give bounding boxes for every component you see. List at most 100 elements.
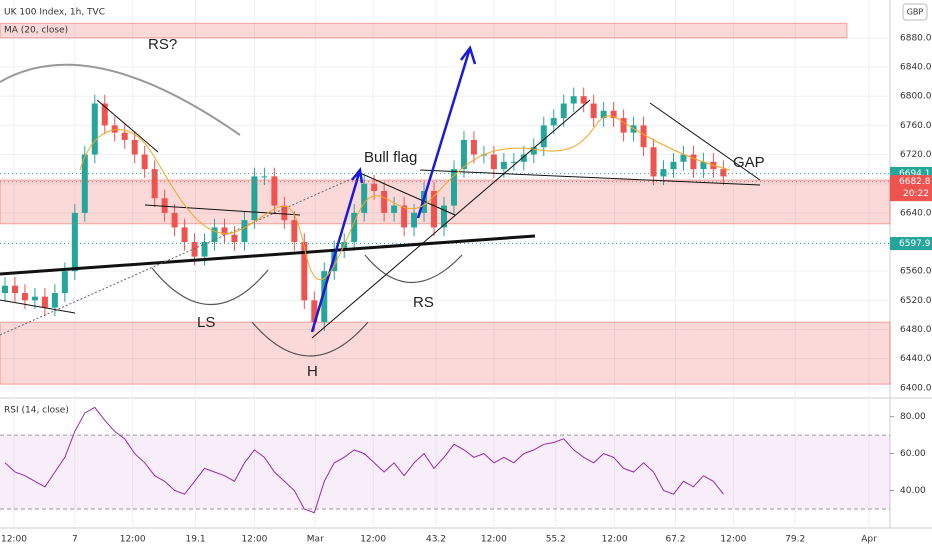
candle-body bbox=[351, 212, 358, 243]
indicator-label: MA (20, close) bbox=[4, 26, 68, 36]
trend-line bbox=[419, 169, 761, 186]
price-tag-label: 6694.1 bbox=[899, 169, 931, 179]
countdown: 20:22 bbox=[903, 189, 929, 199]
candle-body bbox=[580, 96, 587, 104]
candle-body bbox=[670, 161, 677, 170]
candle-body bbox=[720, 169, 727, 177]
candle-body bbox=[650, 147, 657, 177]
candle-body bbox=[560, 103, 567, 119]
candle-body bbox=[401, 205, 408, 228]
x-tick-label: 12:00 bbox=[481, 535, 507, 545]
candle-body bbox=[41, 296, 48, 308]
zone bbox=[0, 22, 848, 39]
currency: GBP bbox=[907, 8, 924, 17]
y-tick-label: 80.00 bbox=[900, 412, 926, 422]
y-tick-label: 6400.00 bbox=[900, 383, 932, 393]
trend-line bbox=[649, 102, 761, 181]
candle-body bbox=[590, 103, 597, 119]
candle-body bbox=[570, 96, 577, 104]
arrow-head bbox=[351, 166, 364, 184]
x-tick-label: 7 bbox=[72, 535, 78, 545]
candle-body bbox=[530, 147, 537, 155]
arc bbox=[151, 267, 269, 305]
rsi-band bbox=[0, 435, 890, 509]
candle-body bbox=[1, 285, 8, 294]
currency-box[interactable] bbox=[902, 3, 928, 21]
candle-body bbox=[101, 103, 108, 126]
price-tag bbox=[890, 175, 932, 202]
y-tick-label: 6440.00 bbox=[900, 354, 932, 364]
annotation: RS bbox=[413, 294, 434, 311]
arc bbox=[251, 321, 369, 357]
drawings bbox=[0, 45, 761, 357]
candle-body bbox=[700, 161, 707, 170]
annotation: H bbox=[307, 363, 318, 380]
candle-body bbox=[191, 242, 198, 257]
x-tick-label: 19.1 bbox=[186, 535, 206, 545]
candle-body bbox=[61, 271, 68, 294]
candle-body bbox=[151, 169, 158, 199]
candle-body bbox=[500, 161, 507, 170]
flag-line bbox=[144, 204, 301, 216]
candle-body bbox=[241, 220, 248, 243]
candle-body bbox=[441, 205, 448, 228]
plot bbox=[0, 0, 894, 528]
x-tick-label: 67.2 bbox=[665, 535, 685, 545]
rsi-line bbox=[4, 406, 724, 514]
candle-body bbox=[71, 212, 78, 272]
trend-line bbox=[311, 99, 591, 339]
candle-body bbox=[311, 300, 318, 323]
y-tick-label: 6760.00 bbox=[900, 121, 932, 131]
candle-body bbox=[680, 154, 687, 162]
candle-body bbox=[450, 169, 457, 206]
annotation: GAP bbox=[733, 154, 765, 171]
candle-body bbox=[361, 183, 368, 213]
x-tick-label: 12:00 bbox=[1, 535, 27, 545]
rsi-title: RSI (14, close) bbox=[4, 406, 69, 416]
annotation: RS? bbox=[148, 36, 177, 53]
x-tick-label: 79.2 bbox=[785, 535, 805, 545]
candle-body bbox=[91, 103, 98, 155]
candle-body bbox=[231, 234, 238, 243]
candle-body bbox=[690, 154, 697, 170]
candle-body bbox=[161, 198, 168, 213]
x-tick-label: 12:00 bbox=[602, 535, 628, 545]
candle-body bbox=[301, 242, 308, 301]
y-tick-label: 6480.00 bbox=[900, 325, 932, 335]
y-tick-label: 6640.00 bbox=[900, 208, 932, 218]
x-tick-label: 12:00 bbox=[120, 535, 146, 545]
x-tick-label: 12:00 bbox=[360, 535, 386, 545]
annotation: Bull flag bbox=[364, 149, 417, 166]
y-tick-label: 6520.00 bbox=[900, 296, 932, 306]
arrow bbox=[416, 47, 472, 219]
candle-body bbox=[460, 139, 467, 170]
candle-body bbox=[431, 190, 438, 228]
candle-body bbox=[21, 293, 28, 301]
y-tick-label: 6560.00 bbox=[900, 267, 932, 277]
candle-body bbox=[470, 139, 477, 155]
candle-body bbox=[620, 118, 627, 133]
candle-body bbox=[550, 118, 557, 126]
chart-title: UK 100 Index, 1h, TVC bbox=[4, 8, 105, 18]
candle-body bbox=[600, 110, 607, 119]
candle-body bbox=[81, 154, 88, 213]
arc bbox=[364, 254, 463, 284]
x-tick-label: 55.2 bbox=[546, 535, 566, 545]
candle-body bbox=[171, 212, 178, 228]
candle-body bbox=[321, 271, 328, 323]
candle-body bbox=[121, 132, 128, 140]
y-tick-label: 40.00 bbox=[900, 486, 926, 496]
flag-line bbox=[0, 299, 76, 314]
candle-body bbox=[181, 227, 188, 243]
candle-body bbox=[520, 154, 527, 162]
arc bbox=[0, 63, 241, 136]
zone bbox=[0, 321, 891, 385]
candle-body bbox=[281, 205, 288, 221]
x-tick-label: 12:00 bbox=[720, 535, 746, 545]
candle-body bbox=[211, 227, 218, 243]
annotation: LS bbox=[197, 314, 215, 331]
y-tick-label: 6880.00 bbox=[900, 33, 932, 43]
candle-body bbox=[141, 154, 148, 170]
